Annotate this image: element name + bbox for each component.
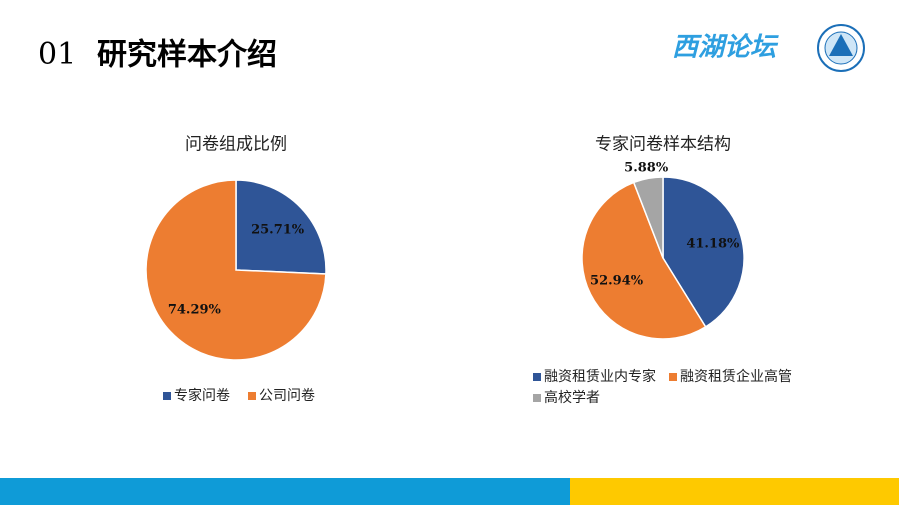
footer-bar-yellow: [570, 478, 899, 505]
data-label: 25.71%: [251, 223, 305, 238]
pie-slice: [632, 176, 664, 259]
legend-swatch: [533, 394, 541, 402]
legend-swatch: [669, 373, 677, 381]
brand-logo-mark: [829, 34, 853, 56]
legend-label: 公司问卷: [259, 388, 315, 404]
data-label: 52.94%: [590, 274, 644, 289]
pie-slice: [145, 179, 327, 361]
data-label: 5.88%: [624, 161, 669, 176]
section-title: 研究样本介绍: [97, 38, 277, 73]
legend-label: 高校学者: [544, 389, 600, 406]
pie-slice: [235, 179, 327, 275]
section-number: 01: [38, 37, 76, 72]
legend-label: 融资租赁企业高管: [680, 368, 792, 385]
data-label: 74.29%: [168, 302, 222, 317]
legend-swatch: [533, 373, 541, 381]
data-label: 41.18%: [686, 236, 740, 251]
chart-title: 问卷组成比例: [185, 135, 287, 155]
legend-label: 专家问卷: [174, 387, 230, 404]
legend-swatch: [248, 392, 256, 400]
footer-bar-blue: [0, 478, 570, 505]
legend-label: 融资租赁业内专家: [544, 368, 656, 385]
pie-slice: [581, 181, 707, 340]
legend-swatch: [163, 392, 171, 400]
chart-title: 专家问卷样本结构: [595, 135, 731, 155]
brand-text: 西湖论坛: [672, 33, 779, 63]
